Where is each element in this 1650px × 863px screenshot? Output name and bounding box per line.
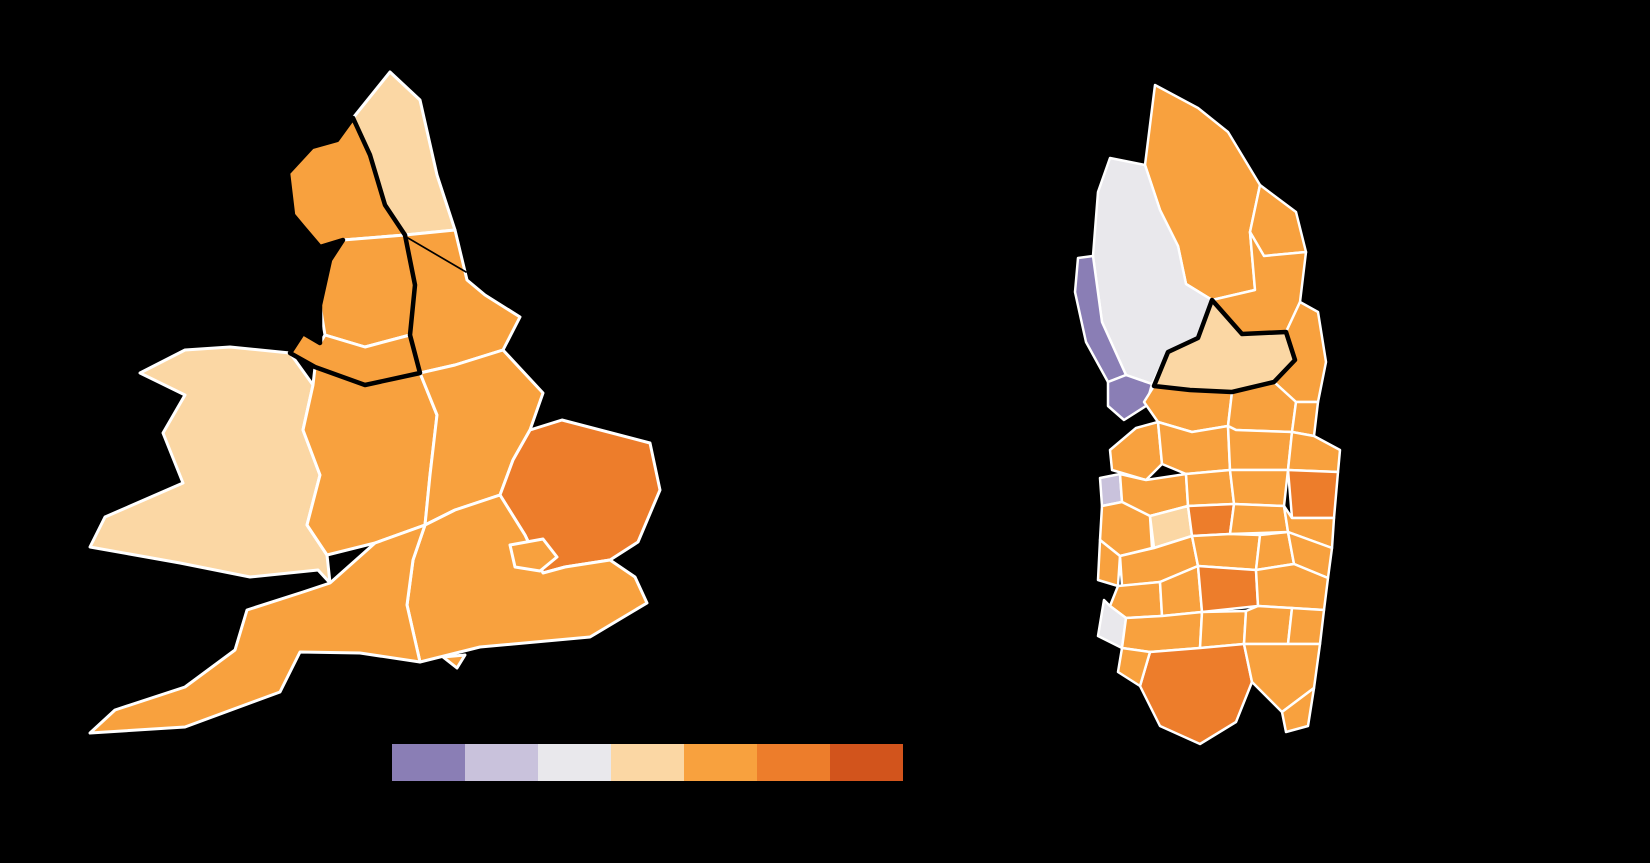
district-37 — [1242, 604, 1294, 646]
legend-swatch-6 — [757, 744, 830, 781]
england-wales-map — [88, 70, 662, 735]
legend-swatch-2 — [465, 744, 538, 781]
region-wales — [88, 345, 332, 585]
legend-swatch-7 — [830, 744, 903, 781]
district-15 — [1286, 468, 1340, 520]
district-24 — [1282, 504, 1336, 550]
district-pendle — [1290, 400, 1320, 438]
district-fylde — [1108, 420, 1164, 482]
england-wales-regions — [88, 70, 662, 735]
district-42 — [1116, 646, 1152, 688]
district-16 — [1098, 472, 1124, 508]
district-burnley — [1226, 424, 1294, 472]
district-33 — [1254, 562, 1330, 612]
district-cheshire-east — [1138, 642, 1254, 746]
district-14 — [1286, 430, 1342, 474]
legend-swatch-1 — [392, 744, 465, 781]
color-scale-legend — [392, 744, 903, 781]
district-35 — [1120, 610, 1204, 654]
legend-swatch-5 — [684, 744, 757, 781]
district-barrow — [1106, 373, 1154, 422]
region-south-west — [88, 523, 427, 735]
district-23 — [1228, 502, 1290, 536]
region-london — [508, 537, 559, 573]
district-19 — [1228, 468, 1290, 508]
district-41 — [1280, 686, 1316, 734]
district-38 — [1286, 606, 1326, 646]
legend-swatch-3 — [538, 744, 611, 781]
district-22 — [1186, 502, 1236, 538]
district-36 — [1198, 609, 1248, 650]
district-18 — [1184, 468, 1236, 508]
district-copeland — [1073, 254, 1128, 384]
district-32 — [1196, 564, 1260, 614]
highlighted-area-outline — [285, 115, 423, 388]
boundary-leader-line — [407, 237, 467, 273]
legend-swatch-4 — [611, 744, 684, 781]
district-27 — [1190, 532, 1262, 572]
north-west-enlarged-map — [1073, 83, 1342, 746]
highlighted-district-outline — [1151, 297, 1298, 395]
north-west-districts — [1073, 83, 1342, 746]
region-isle-of-wight — [441, 653, 467, 670]
